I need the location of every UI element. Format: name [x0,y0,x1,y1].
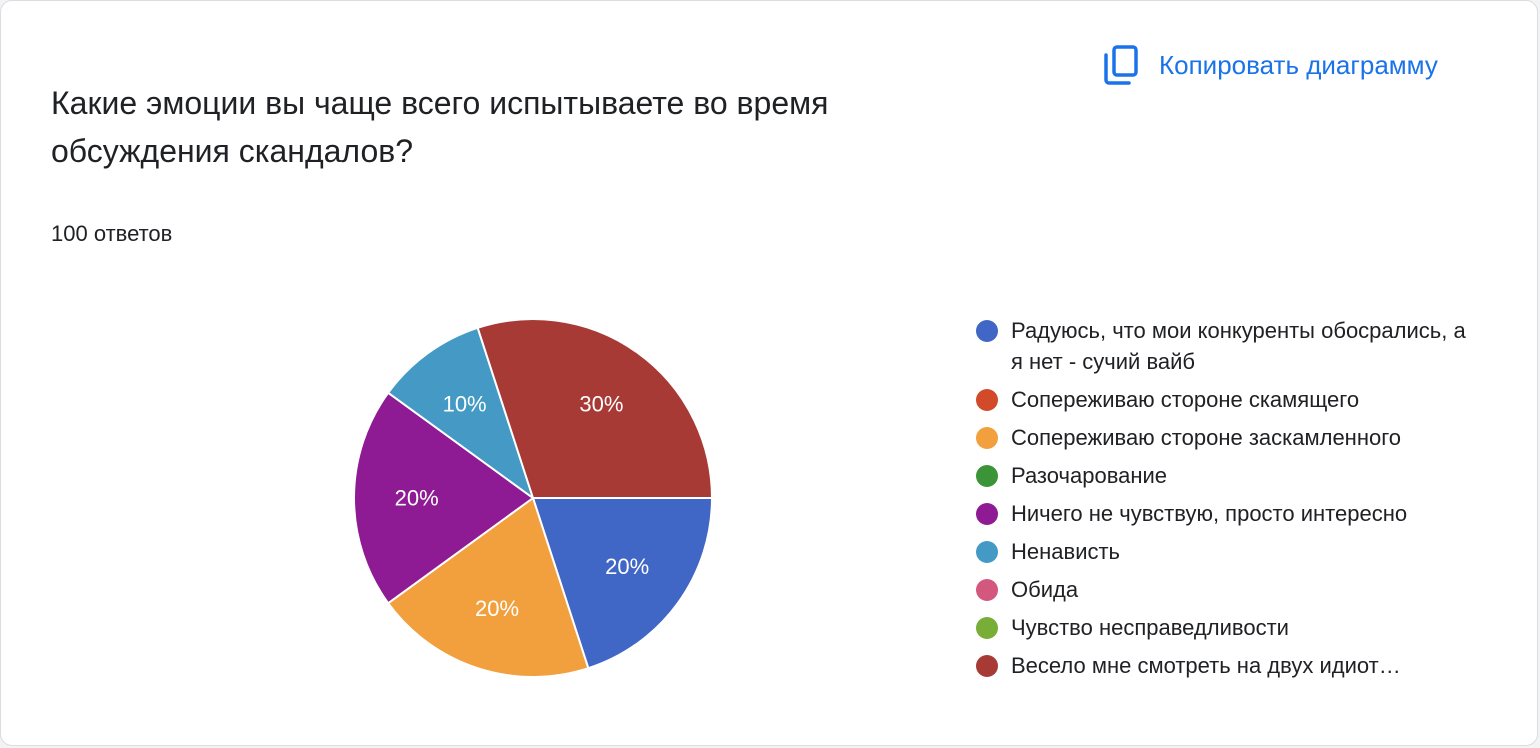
legend-swatch [976,502,998,525]
pie-data-label-2: 20% [475,596,519,621]
pie-slice-0[interactable] [531,497,714,670]
legend-swatch [976,654,998,677]
pie-data-label-8: 30% [579,391,623,416]
legend-item: Разочарование [976,460,1496,491]
pie-data-label-4: 20% [395,486,439,511]
pie-slice-5[interactable] [386,326,535,501]
legend-item: Ничего не чувствую, просто интересно [976,498,1496,529]
legend-swatch [976,319,998,342]
legend-label: Сопереживаю стороне скамящего [1011,387,1360,412]
legend-swatch [976,540,998,563]
legend-item: Весело мне смотреть на двух идиот… [976,650,1496,681]
legend-label: Весело мне смотреть на двух идиот… [1011,653,1401,678]
legend-item: Обида [976,574,1496,605]
pie-slice-2[interactable] [386,496,590,678]
legend-label: Разочарование [1011,463,1168,488]
legend-label: Ничего не чувствую, просто интересно [1011,501,1408,526]
legend-item: Радуюсь, что мои конкуренты обосрались, … [976,315,1496,377]
legend-swatch [976,616,998,639]
legend-label: Обида [1011,577,1079,602]
legend-swatch [976,464,998,487]
pie-slice-4[interactable] [353,391,535,605]
copy-chart-button[interactable]: Копировать диаграмму [1093,39,1448,91]
legend-label: Ненависть [1011,539,1121,564]
legend-label: Радуюсь, что мои конкуренты обосрались, … [1011,318,1466,374]
legend-swatch [976,426,998,449]
legend-item: Сопереживаю стороне скамящего [976,384,1496,415]
legend-item: Ненависть [976,536,1496,567]
response-count: 100 ответов [51,221,173,246]
chart-legend: Радуюсь, что мои конкуренты обосрались, … [976,315,1496,688]
legend-swatch [976,578,998,601]
pie-slice-8[interactable] [476,318,714,499]
pie-data-label-0: 20% [605,554,649,579]
legend-item: Сопереживаю стороне заскамленного [976,422,1496,453]
legend-label: Чувство несправедливости [1011,615,1289,640]
pie-data-label-5: 10% [443,391,487,416]
legend-swatch [976,388,998,411]
copy-chart-label: Копировать диаграмму [1159,49,1438,80]
legend-label: Сопереживаю стороне заскамленного [1011,425,1401,450]
legend-item: Чувство несправедливости [976,612,1496,643]
question-title: Какие эмоции вы чаще всего испытываете в… [51,85,829,169]
copy-icon [1103,45,1139,85]
pie-chart: 20% 20% 20% 10% 30% [353,318,714,678]
